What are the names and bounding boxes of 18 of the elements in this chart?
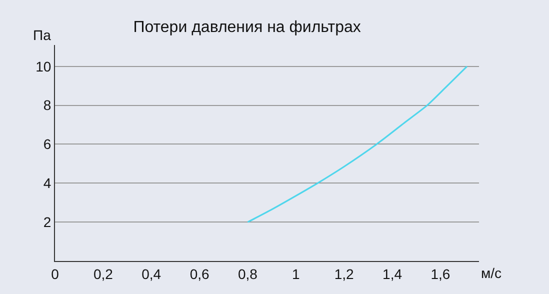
x-tick-label: 0,2: [93, 266, 114, 282]
x-tick-label: 1,2: [334, 266, 354, 282]
x-tick-label: 1: [292, 266, 300, 282]
y-tick-label: 10: [36, 58, 52, 74]
y-tick-label: 2: [43, 214, 52, 230]
y-tick-label: 4: [43, 175, 52, 192]
chart-title: Потери давления на фильтрах: [133, 18, 361, 36]
y-axis-title: Па: [33, 27, 52, 43]
x-tick-label: 0,6: [190, 266, 210, 282]
y-tick-label: 8: [43, 97, 52, 114]
x-tick-label: 1,4: [382, 266, 402, 282]
x-axis-title: м/с: [481, 265, 502, 281]
y-tick-label: 6: [43, 136, 52, 152]
line-series: [246, 66, 468, 223]
x-tick-label: 0,8: [238, 266, 258, 282]
x-tick-label: 0: [51, 266, 60, 282]
x-tick-label: 1,6: [430, 266, 450, 282]
x-tick-label: 0,4: [142, 266, 162, 282]
